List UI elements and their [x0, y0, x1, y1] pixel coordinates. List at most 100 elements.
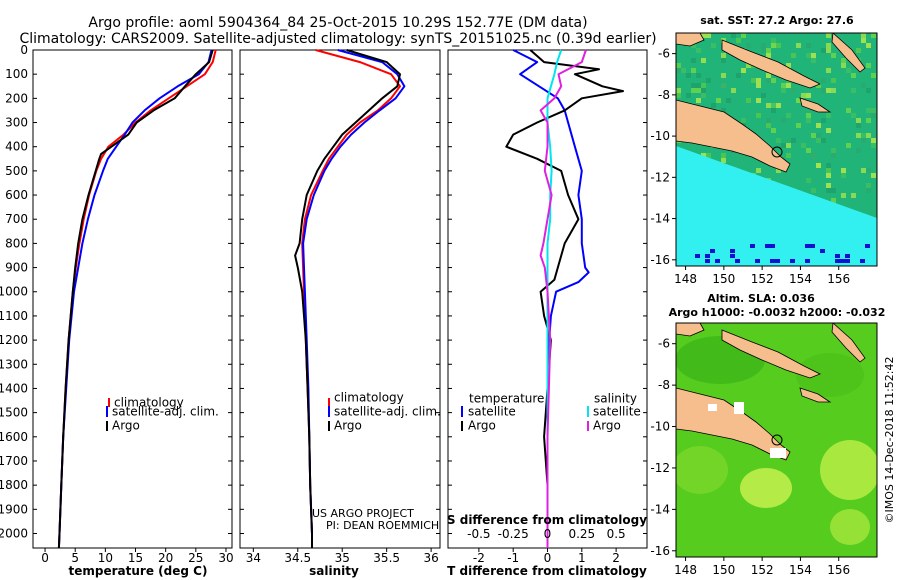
legend-salinity-header: salinity [594, 392, 637, 406]
depth-tick-label: 1600 [0, 430, 28, 444]
temperature-panel-frame [32, 49, 233, 549]
sla-map [676, 323, 877, 557]
lon-tick-label: 152 [751, 272, 774, 286]
lon-tick-label: 150 [712, 272, 735, 286]
x-tick-label: 0 [41, 551, 49, 565]
x-tick-label: 34.5 [284, 551, 311, 565]
depth-tick-label: 2000 [0, 526, 28, 540]
depth-tick-label: 0 [20, 43, 28, 57]
x-tick-label: 15 [128, 551, 143, 565]
series-line-argo [57, 49, 214, 549]
depth-tick-label: 1900 [0, 502, 28, 516]
lat-tick-label: -14 [650, 212, 670, 226]
lat-tick-label: -16 [650, 253, 670, 267]
legend-satellite-adj-clim: satellite-adj. clim. [334, 405, 441, 419]
series-line-climatology [57, 49, 217, 549]
x-tick-label: 36 [423, 551, 438, 565]
s-diff-tick-label: 0.25 [568, 527, 595, 541]
imos-watermark: ©IMOS 14-Dec-2018 11:52:42 [883, 357, 896, 524]
credit-line-2: PI: DEAN ROEMMICH [326, 519, 439, 532]
depth-tick-label: 100 [5, 67, 28, 81]
lat-tick-label: -12 [650, 461, 670, 475]
depth-tick-label: 900 [5, 261, 28, 275]
sst-map-ticks: -6 -8 -10 -12 -14 -16 148 150 152 154 156 [650, 47, 850, 286]
x-tick-label: 20 [158, 551, 173, 565]
lon-tick-label: 154 [789, 272, 812, 286]
legend-temperature-header: temperature [469, 392, 544, 406]
depth-tick-label: 1200 [0, 333, 28, 347]
sla-map-title-1: Altim. SLA: 0.036 [707, 292, 815, 305]
lat-tick-label: -6 [658, 47, 670, 61]
series-line-temperature-satellite [512, 49, 590, 548]
s-diff-tick-label: -0.25 [498, 527, 529, 541]
x-tick-label: 1 [578, 551, 586, 565]
depth-axis-ticks: 0 100 200 300 400 500 600 700 800 900 1000 1100 1200… [0, 43, 28, 540]
argo-float-position-marker [771, 146, 783, 158]
legend-sal-argo: Argo [593, 419, 621, 433]
difference-plot: -2 -1 0 1 2 [448, 49, 647, 565]
depth-tick-label: 1500 [0, 406, 28, 420]
credit-line-1: US ARGO PROJECT [312, 507, 414, 520]
depth-tick-label: 1700 [0, 454, 28, 468]
sst-map-title: sat. SST: 27.2 Argo: 27.6 [700, 14, 854, 27]
legend-climatology: climatology [334, 391, 404, 405]
x-tick-label: 2 [612, 551, 620, 565]
temperature-plot: 0 5 10 15 20 25 30 [33, 49, 234, 565]
s-difference-ticks: -0.5 -0.25 0 0.25 0.5 [467, 527, 625, 541]
t-difference-axis-label: T difference from climatology [447, 564, 647, 578]
depth-tick-label: 300 [5, 116, 28, 130]
lat-tick-label: -10 [650, 129, 670, 143]
lon-tick-label: 156 [827, 563, 850, 577]
depth-tick-label: 500 [5, 164, 28, 178]
depth-tick-label: 1800 [0, 478, 28, 492]
legend-sal-satellite: satellite [593, 405, 641, 419]
lat-tick-label: -14 [650, 502, 670, 516]
legend-argo: Argo [334, 419, 362, 433]
x-tick-label: 25 [188, 551, 203, 565]
x-tick-label: -2 [473, 551, 485, 565]
legend-temp-satellite: satellite [468, 405, 516, 419]
title-line-1: Argo profile: aoml 5904364_84 25-Oct-201… [88, 15, 587, 31]
legend-temp-argo: Argo [468, 419, 496, 433]
lon-tick-label: 154 [789, 563, 812, 577]
sla-map-ticks: -6 -8 -10 -12 -14 -16 148 150 152 154 156 [650, 337, 850, 577]
legend-climatology: climatology [114, 396, 184, 410]
series-line-argo [294, 49, 401, 548]
depth-tick-label: 700 [5, 212, 28, 226]
temperature-legend: climatology satellite-adj. clim. Argo [106, 396, 219, 433]
x-tick-label: 30 [218, 551, 233, 565]
x-tick-label: 0 [544, 551, 552, 565]
s-diff-tick-label: 0 [544, 527, 552, 541]
depth-tick-label: 1000 [0, 285, 28, 299]
lat-tick-label: -8 [658, 378, 670, 392]
lat-tick-label: -12 [650, 170, 670, 184]
difference-legend: temperature satellite Argo salinity sate… [461, 392, 641, 433]
salinity-panel-frame [239, 49, 441, 549]
x-tick-label: 35 [335, 551, 350, 565]
legend-argo: Argo [112, 419, 140, 433]
depth-tick-label: 1300 [0, 357, 28, 371]
x-tick-label: 34 [246, 551, 261, 565]
salinity-legend: climatology satellite-adj. clim. Argo [328, 391, 441, 433]
series-line-salinity-argo [539, 49, 587, 548]
x-tick-label: 10 [98, 551, 113, 565]
lat-tick-label: -6 [658, 337, 670, 351]
salinity-plot: 34 34.5 35 35.5 36 [240, 49, 440, 565]
legend-satellite-adj-clim: satellite-adj. clim. [112, 405, 219, 419]
depth-tick-label: 600 [5, 188, 28, 202]
depth-tick-label: 400 [5, 140, 28, 154]
sst-map [676, 33, 877, 266]
depth-tick-label: 200 [5, 91, 28, 105]
lat-tick-label: -8 [658, 88, 670, 102]
series-line-temperature-argo [505, 49, 624, 548]
x-tick-label: 5 [71, 551, 79, 565]
x-tick-label: -1 [507, 551, 519, 565]
temperature-axis-label: temperature (deg C) [69, 564, 208, 578]
s-diff-tick-label: -0.5 [467, 527, 490, 541]
argo-float-position-marker [771, 434, 783, 446]
depth-tick-label: 1100 [0, 309, 28, 323]
lat-tick-label: -10 [650, 420, 670, 434]
series-line-climatology [301, 49, 401, 548]
depth-tick-label: 800 [5, 236, 28, 250]
